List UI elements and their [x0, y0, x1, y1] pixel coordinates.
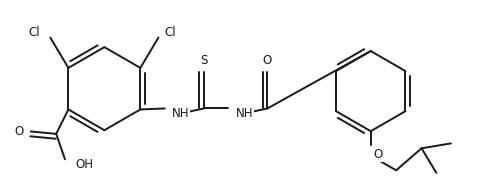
Text: S: S: [200, 54, 207, 67]
Text: O: O: [15, 125, 24, 138]
Text: Cl: Cl: [28, 26, 40, 39]
Text: Cl: Cl: [164, 26, 175, 39]
Text: NH: NH: [235, 107, 253, 120]
Text: NH: NH: [172, 107, 189, 120]
Text: O: O: [372, 148, 382, 161]
Text: OH: OH: [76, 158, 94, 171]
Text: O: O: [263, 54, 272, 67]
